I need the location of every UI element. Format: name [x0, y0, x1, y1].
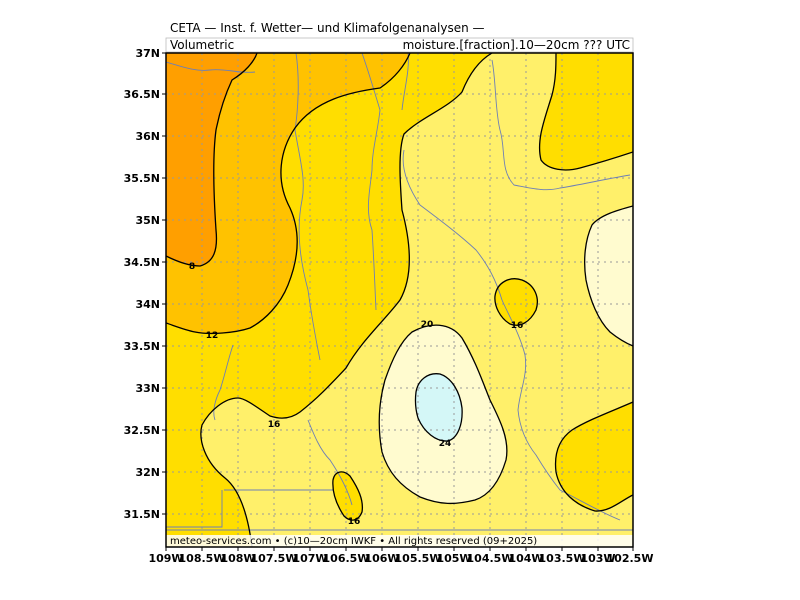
moisture-fill-lt8	[166, 53, 257, 266]
moisture-fill-12-16-blob1	[494, 278, 538, 326]
map-title: CETA — Inst. f. Wetter— und Klimafolgena…	[170, 21, 485, 35]
plot-frame	[165, 52, 634, 548]
x-tick-label: 104.5W	[467, 552, 514, 565]
contour-label-16-west: 16	[268, 420, 281, 430]
contour-label-group: 8 12 16 20 16 24 16	[189, 262, 523, 527]
contour-label-20: 20	[421, 320, 434, 330]
y-tick-label: 35.5N	[124, 172, 160, 185]
x-axis: 109W 108.5W 108W 107.5W 107W 106.5W 106W…	[148, 547, 653, 565]
y-tick-label: 32N	[135, 466, 160, 479]
contour-label-16-south: 16	[348, 517, 361, 527]
contour-label-24: 24	[439, 439, 452, 449]
x-tick-label: 104W	[508, 552, 543, 565]
y-tick-label: 32.5N	[124, 424, 160, 437]
x-tick-label: 106.5W	[323, 552, 370, 565]
map-plot-area: 8 12 16 20 16 24 16 meteo-services.com •…	[166, 53, 633, 547]
map-subtitle-right: moisture.[fraction].10—20cm ??? UTC	[403, 38, 630, 52]
x-tick-label: 102.5W	[607, 552, 654, 565]
contour-label-16-east: 16	[511, 321, 524, 331]
y-axis: 37N 36.5N 36N 35.5N 35N 34.5N 34N 33.5N …	[124, 47, 166, 521]
x-tick-label: 105.5W	[395, 552, 442, 565]
x-tick-label: 107W	[292, 552, 327, 565]
map-subtitle-left: Volumetric	[170, 38, 234, 52]
x-tick-label: 107.5W	[251, 552, 298, 565]
credit-box	[166, 535, 633, 547]
y-tick-label: 35N	[135, 214, 160, 227]
x-tick-label: 108.5W	[179, 552, 226, 565]
moisture-fill-20-24-east	[584, 206, 633, 346]
copyright-credit: meteo-services.com • (c)10—20cm IWKF • A…	[170, 536, 537, 547]
moisture-fill-12-16-se	[555, 402, 633, 512]
border-lines	[166, 53, 633, 531]
contour-label-8: 8	[189, 262, 195, 272]
y-tick-label: 36.5N	[124, 88, 160, 101]
x-tick-label: 105W	[436, 552, 471, 565]
y-tick-label: 31.5N	[124, 508, 160, 521]
grid-lines	[166, 53, 633, 547]
x-tick-label: 108W	[220, 552, 255, 565]
title-box	[165, 37, 634, 53]
x-tick-label: 103W	[580, 552, 615, 565]
y-tick-label: 34.5N	[124, 256, 160, 269]
moisture-fill-8-12	[166, 53, 410, 334]
x-tick-label: 106W	[364, 552, 399, 565]
y-tick-label: 33.5N	[124, 340, 160, 353]
contour-label-12: 12	[206, 331, 219, 341]
y-tick-label: 37N	[135, 47, 160, 60]
contour-lines	[166, 53, 633, 547]
x-tick-label: 109W	[148, 552, 183, 565]
y-tick-label: 34N	[135, 298, 160, 311]
moisture-fill-gt24	[415, 373, 463, 442]
x-tick-label: 103.5W	[539, 552, 586, 565]
moisture-fill-12-16-blob2	[332, 471, 363, 521]
y-tick-label: 33N	[135, 382, 160, 395]
y-tick-label: 36N	[135, 130, 160, 143]
moisture-fill-12-16-ne	[539, 53, 633, 170]
